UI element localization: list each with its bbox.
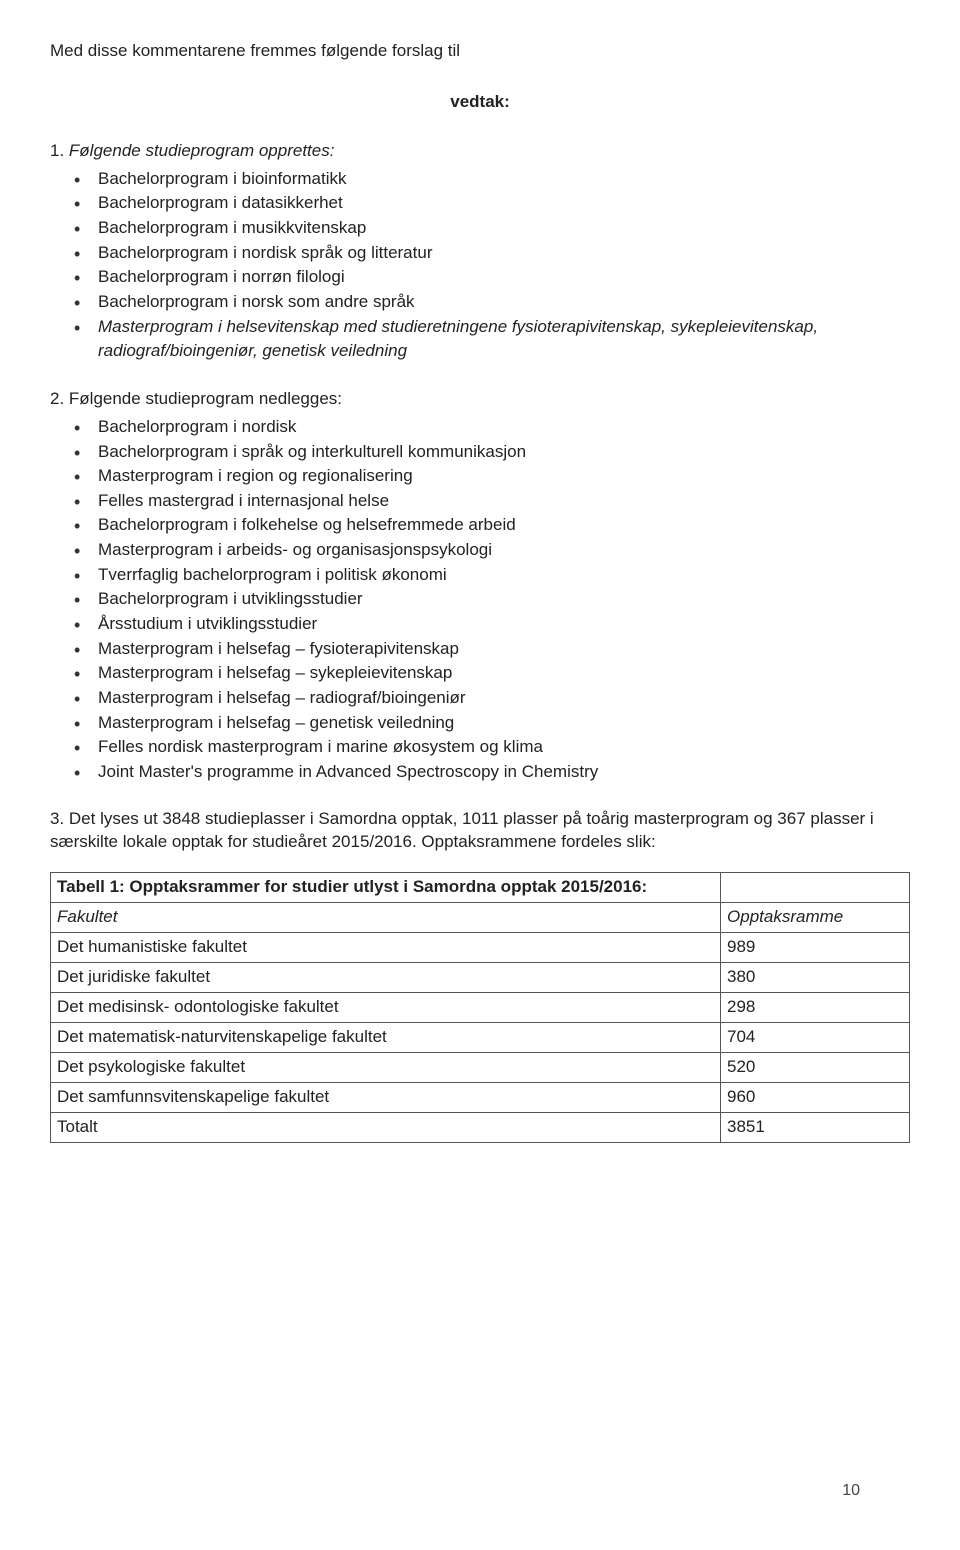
opptak-table: Tabell 1: Opptaksrammer for studier utly…: [50, 872, 910, 1142]
list-item: Bachelorprogram i datasikkerhet: [50, 191, 910, 216]
table-cell-value: 960: [721, 1082, 910, 1112]
list-item: Masterprogram i helsefag – genetisk veil…: [50, 711, 910, 736]
table-title: Tabell 1: Opptaksrammer for studier utly…: [51, 873, 721, 903]
list-item: Tverrfaglig bachelorprogram i politisk ø…: [50, 563, 910, 588]
vedtak-heading: vedtak:: [50, 91, 910, 114]
list-item: Masterprogram i helsefag – sykepleievite…: [50, 661, 910, 686]
table-cell-value: 380: [721, 963, 910, 993]
list-item: Bachelorprogram i nordisk språk og litte…: [50, 241, 910, 266]
list-item: Årsstudium i utviklingsstudier: [50, 612, 910, 637]
table-cell-label: Det medisinsk- odontologiske fakultet: [51, 993, 721, 1023]
list-item: Bachelorprogram i musikkvitenskap: [50, 216, 910, 241]
table-cell-value: 298: [721, 993, 910, 1023]
list-item-italic: Masterprogram i helsevitenskap med studi…: [98, 317, 818, 361]
table-cell-value: 704: [721, 1023, 910, 1053]
list-item: Bachelorprogram i språk og interkulturel…: [50, 440, 910, 465]
table-title-empty: [721, 873, 910, 903]
list-item: Masterprogram i region og regionaliserin…: [50, 464, 910, 489]
section1-lead: 1. Følgende studieprogram opprettes:: [50, 140, 910, 163]
section1-lead-num: 1.: [50, 141, 69, 160]
list-item: Bachelorprogram i nordisk: [50, 415, 910, 440]
table-row: Det psykologiske fakultet520: [51, 1052, 910, 1082]
table-row: Det juridiske fakultet380: [51, 963, 910, 993]
table-cell-value: 989: [721, 933, 910, 963]
list-item: Bachelorprogram i utviklingsstudier: [50, 587, 910, 612]
table-title-row: Tabell 1: Opptaksrammer for studier utly…: [51, 873, 910, 903]
list-item: Felles nordisk masterprogram i marine øk…: [50, 735, 910, 760]
intro-text: Med disse kommentarene fremmes følgende …: [50, 40, 910, 63]
section1-list: Bachelorprogram i bioinformatikkBachelor…: [50, 167, 910, 364]
table-cell-value: 520: [721, 1052, 910, 1082]
section2-list: Bachelorprogram i nordiskBachelorprogram…: [50, 415, 910, 785]
list-item: Bachelorprogram i norsk som andre språk: [50, 290, 910, 315]
list-item: Bachelorprogram i norrøn filologi: [50, 265, 910, 290]
table-row: Det samfunnsvitenskapelige fakultet960: [51, 1082, 910, 1112]
page-number: 10: [842, 1480, 860, 1502]
table-col-value-header: Opptaksramme: [721, 903, 910, 933]
table-cell-value: 3851: [721, 1112, 910, 1142]
list-item: Joint Master's programme in Advanced Spe…: [50, 760, 910, 785]
list-item: Bachelorprogram i folkehelse og helsefre…: [50, 513, 910, 538]
section1-lead-italic: Følgende studieprogram opprettes:: [69, 141, 335, 160]
list-item: Bachelorprogram i bioinformatikk: [50, 167, 910, 192]
table-cell-label: Det psykologiske fakultet: [51, 1052, 721, 1082]
list-item: Masterprogram i helsevitenskap med studi…: [50, 315, 910, 364]
table-cell-label: Det samfunnsvitenskapelige fakultet: [51, 1082, 721, 1112]
table-row: Det medisinsk- odontologiske fakultet298: [51, 993, 910, 1023]
list-item: Felles mastergrad i internasjonal helse: [50, 489, 910, 514]
table-col-label-header: Fakultet: [51, 903, 721, 933]
table-cell-label: Det matematisk-naturvitenskapelige fakul…: [51, 1023, 721, 1053]
list-item: Masterprogram i helsefag – fysioterapivi…: [50, 637, 910, 662]
section3-text: 3. Det lyses ut 3848 studieplasser i Sam…: [50, 808, 910, 854]
table-header-row: Fakultet Opptaksramme: [51, 903, 910, 933]
list-item: Masterprogram i arbeids- og organisasjon…: [50, 538, 910, 563]
table-cell-label: Det juridiske fakultet: [51, 963, 721, 993]
table-cell-label: Totalt: [51, 1112, 721, 1142]
table-cell-label: Det humanistiske fakultet: [51, 933, 721, 963]
table-row: Totalt3851: [51, 1112, 910, 1142]
table-row: Det humanistiske fakultet989: [51, 933, 910, 963]
section2-lead: 2. Følgende studieprogram nedlegges:: [50, 388, 910, 411]
table-row: Det matematisk-naturvitenskapelige fakul…: [51, 1023, 910, 1053]
list-item: Masterprogram i helsefag – radiograf/bio…: [50, 686, 910, 711]
